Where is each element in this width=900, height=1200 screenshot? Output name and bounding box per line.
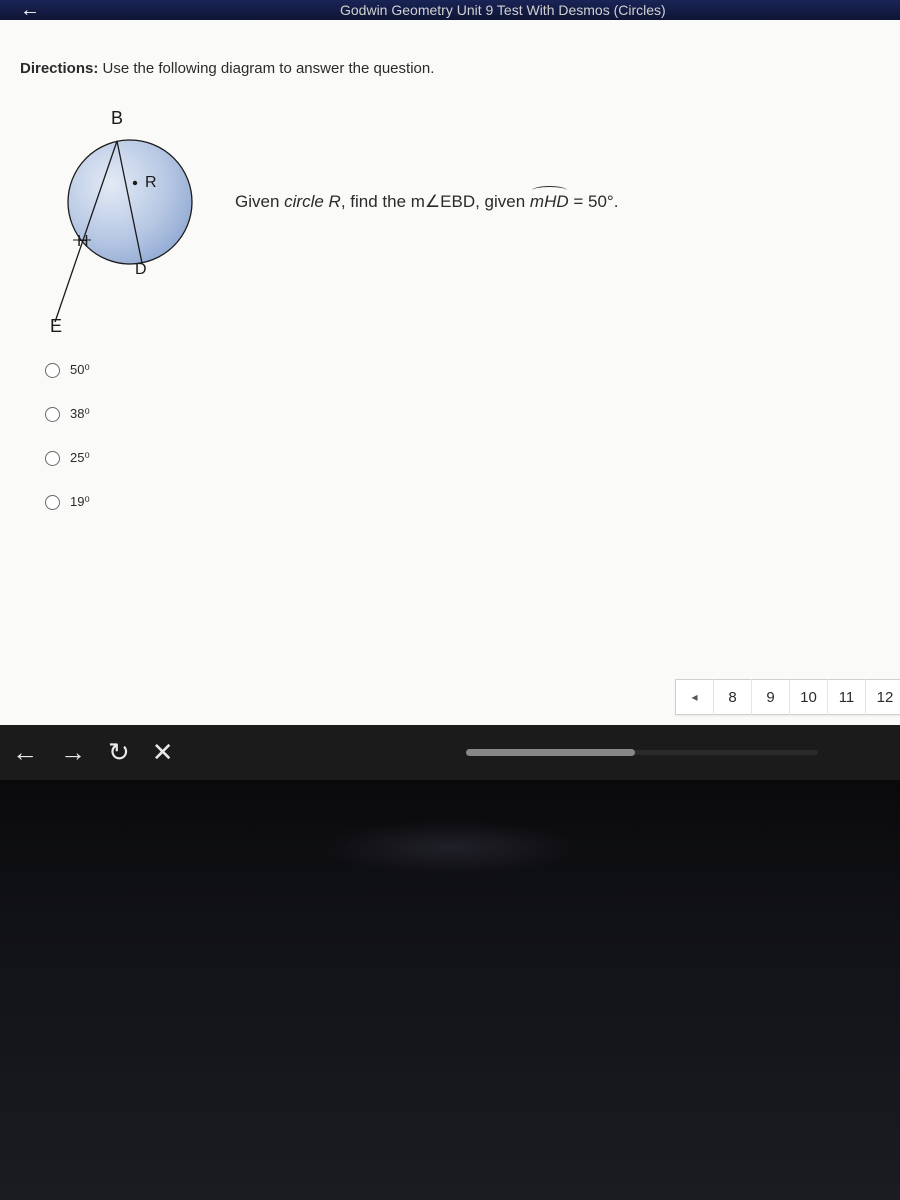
q-arc: mHD <box>530 192 569 212</box>
browser-top-bar: ← Godwin Geometry Unit 9 Test With Desmo… <box>0 0 900 20</box>
label-D: D <box>135 261 147 278</box>
option-label: 38⁰ <box>70 406 90 422</box>
radio-icon <box>45 363 60 378</box>
question-content: Directions: Use the following diagram to… <box>0 20 900 725</box>
page-9-button[interactable]: 9 <box>752 679 790 715</box>
option-label: 25⁰ <box>70 450 90 466</box>
bottom-toolbar: ← → ↻ ✕ <box>0 725 900 780</box>
q-mid: , find the m∠EBD, given <box>341 192 530 211</box>
directions-body: Use the following diagram to answer the … <box>98 60 434 77</box>
circle-diagram: B R H D E <box>45 102 205 332</box>
page-prev-button[interactable]: ◂ <box>676 679 714 715</box>
horizontal-scrollbar[interactable] <box>466 750 818 755</box>
radio-icon <box>45 495 60 510</box>
option-19[interactable]: 19⁰ <box>45 494 880 510</box>
screen-reflection <box>0 780 900 1200</box>
page-10-button[interactable]: 10 <box>790 679 828 715</box>
option-label: 50⁰ <box>70 362 90 378</box>
label-B: B <box>111 108 123 128</box>
option-50[interactable]: 50⁰ <box>45 362 880 378</box>
label-E: E <box>50 316 62 332</box>
q-prefix: Given <box>235 192 284 211</box>
back-arrow-icon[interactable]: ← <box>20 0 40 22</box>
nav-forward-button[interactable]: → <box>60 737 86 768</box>
directions-label: Directions: <box>20 60 98 77</box>
option-25[interactable]: 25⁰ <box>45 450 880 466</box>
option-38[interactable]: 38⁰ <box>45 406 880 422</box>
page-12-button[interactable]: 12 <box>866 679 900 715</box>
nav-close-button[interactable]: ✕ <box>152 737 174 768</box>
q-suffix: = 50°. <box>569 192 619 211</box>
nav-back-button[interactable]: ← <box>12 737 38 768</box>
page-11-button[interactable]: 11 <box>828 679 866 715</box>
q-circle: circle R <box>284 192 341 211</box>
nav-reload-button[interactable]: ↻ <box>108 737 130 768</box>
radio-icon <box>45 407 60 422</box>
page-title: Godwin Geometry Unit 9 Test With Desmos … <box>340 2 666 18</box>
label-R: R <box>145 174 157 191</box>
answer-options: 50⁰ 38⁰ 25⁰ 19⁰ <box>45 362 880 510</box>
directions-text: Directions: Use the following diagram to… <box>20 60 880 77</box>
diagram-row: B R H D E Given circle R, find the m∠EBD… <box>20 102 880 332</box>
label-H: H <box>77 233 89 250</box>
radio-icon <box>45 451 60 466</box>
option-label: 19⁰ <box>70 494 90 510</box>
question-text: Given circle R, find the m∠EBD, given mH… <box>235 192 618 212</box>
page-8-button[interactable]: 8 <box>714 679 752 715</box>
pagination: ◂ 8 9 10 11 12 <box>675 679 900 715</box>
scrollbar-thumb[interactable] <box>466 749 635 756</box>
